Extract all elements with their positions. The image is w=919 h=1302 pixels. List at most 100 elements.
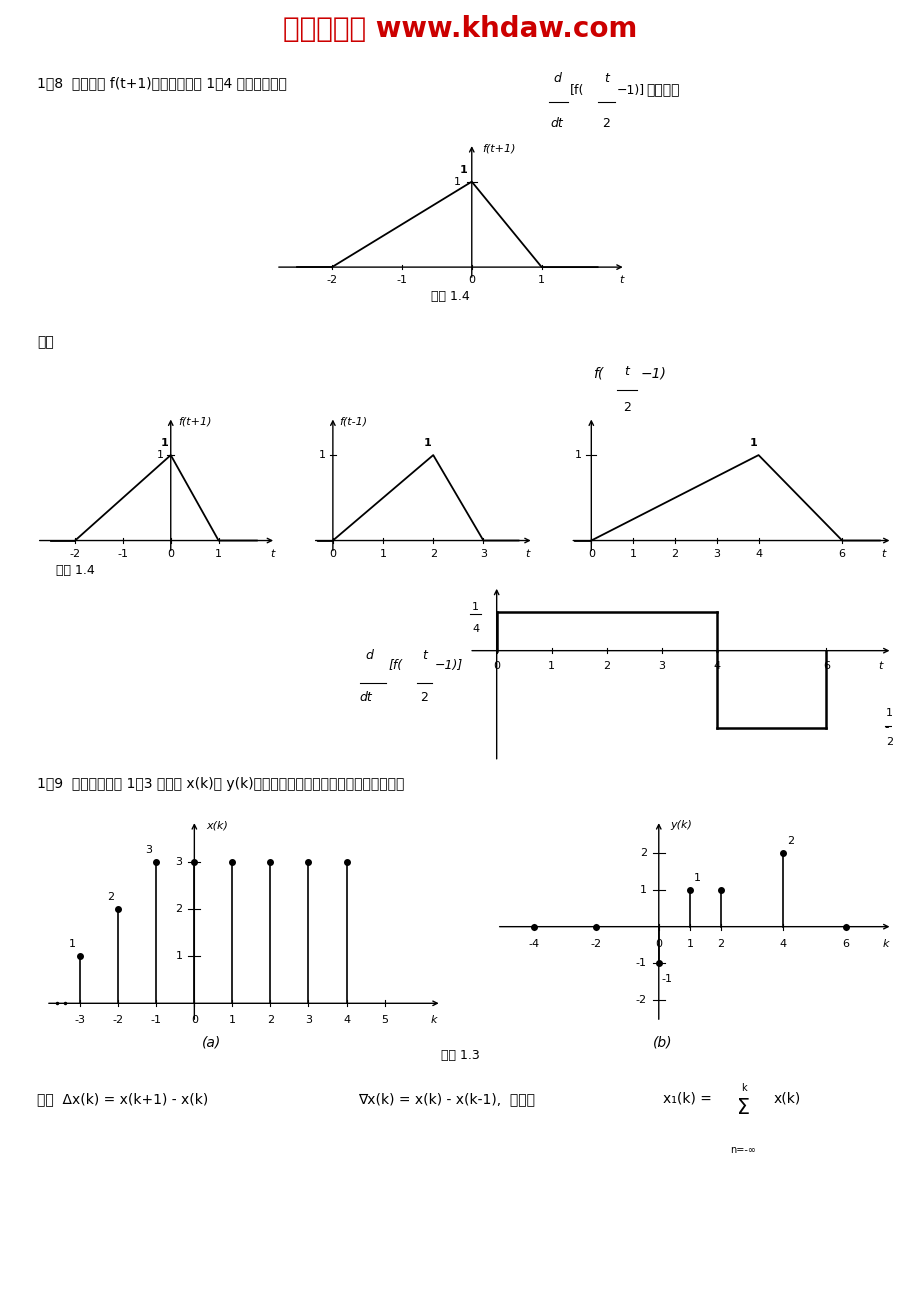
Text: 1: 1	[161, 439, 169, 448]
Text: 1: 1	[69, 939, 75, 949]
Text: 0: 0	[468, 275, 475, 285]
Text: 1: 1	[229, 1016, 235, 1026]
Text: ∇x(k) = x(k) - x(k-1),  迭分：: ∇x(k) = x(k) - x(k-1), 迭分：	[358, 1091, 535, 1105]
Text: 1: 1	[454, 177, 460, 186]
Text: f(t-1): f(t-1)	[339, 417, 368, 427]
Text: -1: -1	[396, 275, 407, 285]
Text: 2: 2	[622, 401, 630, 414]
Text: 0: 0	[190, 1016, 198, 1026]
Text: 1: 1	[629, 548, 636, 559]
Text: 题图 1.4: 题图 1.4	[56, 564, 95, 577]
Text: 1: 1	[471, 602, 479, 612]
Text: 0: 0	[587, 548, 595, 559]
Text: 6: 6	[841, 939, 848, 949]
Text: 1: 1	[694, 872, 700, 883]
Text: t: t	[270, 548, 275, 559]
Text: 2: 2	[639, 849, 646, 858]
Text: d: d	[365, 648, 372, 661]
Text: 1: 1	[156, 450, 164, 460]
Text: t: t	[422, 648, 426, 661]
Text: 2: 2	[176, 905, 182, 914]
Text: 2: 2	[602, 661, 609, 672]
Text: 0: 0	[654, 939, 662, 949]
Text: 解：: 解：	[37, 335, 53, 349]
Text: 1: 1	[319, 450, 326, 460]
Text: −1): −1)	[640, 367, 665, 380]
Text: 1: 1	[686, 939, 693, 949]
Text: x(k): x(k)	[206, 820, 228, 831]
Text: [f(: [f(	[388, 659, 402, 672]
Text: -1: -1	[635, 958, 646, 969]
Text: 2: 2	[429, 548, 437, 559]
Text: 1: 1	[380, 548, 386, 559]
Text: 2: 2	[885, 737, 892, 747]
Text: -1: -1	[661, 974, 672, 984]
Text: -4: -4	[528, 939, 539, 949]
Text: 的波形。: 的波形。	[645, 83, 679, 98]
Text: −1)]: −1)]	[616, 83, 644, 96]
Text: x₁(k) =: x₁(k) =	[663, 1091, 711, 1105]
Text: f(: f(	[592, 367, 603, 380]
Text: 0: 0	[167, 548, 174, 559]
Text: -1: -1	[118, 548, 129, 559]
Text: 题图 1.3: 题图 1.3	[440, 1049, 479, 1062]
Text: 1: 1	[538, 275, 545, 285]
Text: 4: 4	[343, 1016, 350, 1026]
Text: t: t	[624, 365, 629, 378]
Text: 0: 0	[493, 661, 500, 672]
Text: f(t+1): f(t+1)	[482, 143, 516, 154]
Text: t: t	[878, 661, 881, 672]
Text: t: t	[618, 275, 622, 285]
Text: -2: -2	[590, 939, 601, 949]
Text: 1: 1	[423, 439, 431, 448]
Text: 3: 3	[480, 548, 486, 559]
Text: 1: 1	[176, 952, 182, 961]
Text: 2: 2	[267, 1016, 274, 1026]
Text: 0: 0	[329, 548, 336, 559]
Text: f(t+1): f(t+1)	[177, 417, 211, 427]
Text: -2: -2	[70, 548, 81, 559]
Text: 2: 2	[107, 892, 114, 902]
Text: 1: 1	[640, 885, 646, 894]
Text: dt: dt	[359, 691, 372, 704]
Text: 2: 2	[717, 939, 724, 949]
Text: 解：  Δx(k) = x(k+1) - x(k): 解： Δx(k) = x(k+1) - x(k)	[37, 1091, 208, 1105]
Text: n=-∞: n=-∞	[730, 1144, 755, 1155]
Text: t: t	[525, 548, 529, 559]
Text: 3: 3	[712, 548, 720, 559]
Text: 1．8  已知信号 f(t+1)的波形如题图 1．4 所示，试画出: 1．8 已知信号 f(t+1)的波形如题图 1．4 所示，试画出	[37, 76, 287, 90]
Text: 1: 1	[215, 548, 221, 559]
Text: 课后答案网 www.khdaw.com: 课后答案网 www.khdaw.com	[282, 16, 637, 43]
Text: 1: 1	[548, 661, 554, 672]
Text: 3: 3	[657, 661, 664, 672]
Text: -3: -3	[74, 1016, 85, 1026]
Text: 1: 1	[459, 165, 467, 174]
Text: 6: 6	[838, 548, 845, 559]
Text: 6: 6	[823, 661, 829, 672]
Text: −1)]: −1)]	[434, 659, 462, 672]
Text: t: t	[604, 72, 608, 85]
Text: Σ: Σ	[736, 1099, 749, 1118]
Text: 5: 5	[380, 1016, 388, 1026]
Text: d: d	[552, 72, 561, 85]
Text: 4: 4	[754, 548, 761, 559]
Text: k: k	[881, 939, 888, 949]
Text: -2: -2	[326, 275, 337, 285]
Text: 2: 2	[787, 836, 794, 846]
Text: x(k): x(k)	[772, 1091, 800, 1105]
Text: (b): (b)	[652, 1036, 672, 1049]
Text: 1: 1	[749, 439, 756, 448]
Text: t: t	[880, 548, 885, 559]
Text: 1: 1	[885, 708, 892, 719]
Text: 3: 3	[304, 1016, 312, 1026]
Text: k: k	[740, 1083, 745, 1092]
Text: 1．9  分别计算题图 1．3 中信号 x(k)和 y(k)的一阶前向差分、一阶后向差分和迭分。: 1．9 分别计算题图 1．3 中信号 x(k)和 y(k)的一阶前向差分、一阶后…	[37, 777, 403, 792]
Text: 1: 1	[574, 450, 581, 460]
Text: 3: 3	[176, 858, 182, 867]
Text: -2: -2	[635, 995, 646, 1005]
Text: (a): (a)	[202, 1036, 221, 1049]
Text: 2: 2	[602, 117, 609, 130]
Text: 4: 4	[712, 661, 720, 672]
Text: k: k	[430, 1016, 437, 1026]
Text: -1: -1	[151, 1016, 162, 1026]
